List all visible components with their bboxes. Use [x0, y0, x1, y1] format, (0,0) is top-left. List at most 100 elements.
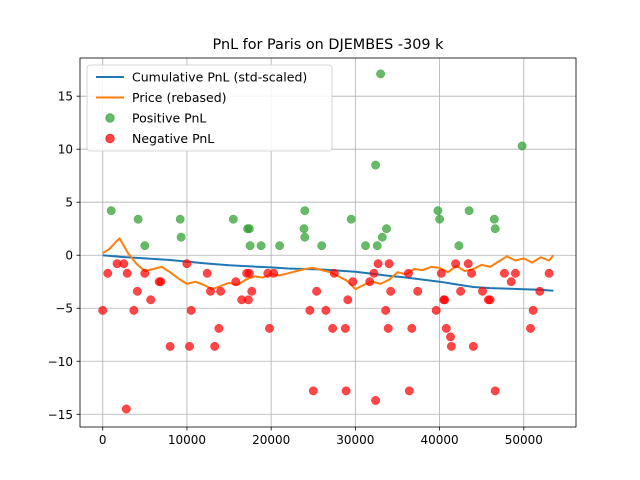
- negative-pnl-point: [121, 404, 131, 414]
- negative-pnl-point: [451, 259, 461, 269]
- negative-pnl-point: [329, 268, 339, 278]
- legend-dot-marker: [105, 133, 115, 144]
- negative-pnl-point: [132, 286, 142, 296]
- positive-pnl-point: [299, 224, 309, 234]
- negative-pnl-point: [185, 341, 194, 351]
- negative-pnl-point: [216, 286, 226, 296]
- negative-pnl-point: [404, 386, 414, 396]
- positive-pnl-point: [176, 232, 186, 242]
- positive-pnl-point: [300, 232, 310, 242]
- negative-pnl-point: [328, 323, 338, 333]
- positive-pnl-point: [377, 232, 387, 242]
- negative-pnl-point: [510, 268, 520, 278]
- negative-pnl-point: [98, 305, 108, 315]
- plot-area-frame: [79, 57, 577, 428]
- positive-pnl-point: [346, 214, 356, 224]
- negative-pnl-point: [371, 396, 381, 405]
- x-tick-label: 0: [99, 433, 107, 447]
- negative-pnl-point: [407, 323, 417, 333]
- negative-pnl-point: [413, 286, 423, 296]
- negative-pnl-point: [440, 295, 450, 305]
- positive-pnl-point: [245, 241, 255, 251]
- positive-pnl-point: [435, 214, 445, 224]
- negative-pnl-point: [321, 305, 331, 315]
- negative-pnl-point: [499, 268, 509, 278]
- negative-pnl-point: [446, 341, 456, 351]
- x-tick-label: 20000: [252, 433, 290, 447]
- negative-pnl-point: [369, 268, 379, 278]
- negative-pnl-point: [373, 259, 383, 269]
- negative-pnl-point: [214, 323, 224, 333]
- positive-pnl-point: [464, 206, 474, 216]
- legend-label: Negative PnL: [132, 131, 214, 146]
- negative-pnl-point: [468, 341, 478, 351]
- positive-pnl-point: [517, 141, 527, 151]
- positive-pnl-point: [256, 241, 266, 251]
- negative-pnl-point: [140, 268, 150, 278]
- negative-pnl-point: [308, 386, 318, 396]
- negative-pnl-point: [129, 305, 139, 315]
- axis-ticks: 0 10000 20000 30000 40000 50000 −15 −10 −5 0 5 10 15: [48, 90, 543, 447]
- legend-label: Price (rebased): [132, 90, 227, 105]
- legend-dot-marker: [105, 113, 115, 123]
- negative-pnl-point: [206, 286, 215, 296]
- y-tick-label: −10: [48, 355, 73, 369]
- negative-pnl-point: [348, 277, 358, 287]
- negative-pnl-point: [312, 286, 322, 296]
- negative-pnl-point: [202, 268, 212, 278]
- negative-pnl-point: [446, 332, 455, 342]
- negative-pnl-point: [156, 277, 166, 287]
- y-tick-label: 0: [65, 249, 73, 263]
- negative-pnl-point: [526, 323, 535, 333]
- negative-pnl-point: [103, 268, 113, 278]
- plot-data: [98, 69, 555, 414]
- negative-pnl-point: [343, 295, 353, 305]
- positive-pnl-point: [140, 241, 150, 251]
- negative-pnl-point: [467, 268, 477, 278]
- positive-pnl-point: [244, 224, 254, 234]
- y-tick-label: 15: [58, 90, 73, 104]
- positive-pnl-point: [382, 224, 391, 234]
- positive-pnl-point: [300, 206, 310, 216]
- negative-pnl-point: [165, 341, 175, 351]
- positive-pnl-point: [454, 241, 464, 251]
- positive-pnl-point: [490, 224, 500, 234]
- negative-pnl-point: [340, 323, 350, 333]
- x-tick-label: 50000: [505, 433, 543, 447]
- negative-pnl-point: [381, 305, 391, 315]
- negative-pnl-point: [490, 386, 500, 396]
- y-tick-label: 5: [65, 196, 73, 210]
- y-tick-label: 10: [58, 143, 73, 157]
- negative-pnl-point: [247, 286, 257, 296]
- chart-title: PnL for Paris on DJEMBES -309 k: [213, 37, 445, 53]
- negative-pnl-point: [431, 305, 441, 315]
- negative-pnl-point: [544, 268, 554, 278]
- legend: Cumulative PnL (std-scaled) Price (rebase…: [86, 64, 333, 152]
- negative-pnl-point: [341, 386, 351, 396]
- positive-pnl-point: [376, 69, 386, 79]
- negative-pnl-point: [269, 268, 279, 278]
- legend-label: Cumulative PnL (std-scaled): [132, 70, 307, 85]
- positive-pnl-point: [133, 214, 143, 224]
- positive-pnl-point: [106, 206, 116, 216]
- negative-pnl-point: [478, 286, 487, 296]
- legend-box: [86, 64, 333, 152]
- y-tick-label: −15: [48, 408, 73, 422]
- negative-pnl-point: [403, 268, 413, 278]
- price-line: [102, 237, 555, 291]
- negative-pnl-point: [119, 259, 129, 269]
- positive-pnl-point: [371, 160, 381, 170]
- negative-pnl-point: [146, 295, 156, 305]
- negative-pnl-point: [265, 323, 274, 333]
- negative-pnl-point: [210, 341, 220, 351]
- negative-pnl-point: [436, 268, 446, 278]
- negative-pnl-point: [384, 259, 394, 269]
- legend-label: Positive PnL: [132, 111, 206, 126]
- negative-pnl-point: [231, 277, 241, 287]
- negative-pnl-point: [122, 268, 132, 278]
- negative-pnl-point: [485, 295, 495, 305]
- x-tick-label: 40000: [420, 433, 458, 447]
- negative-pnl-point: [305, 305, 315, 315]
- negative-pnl-point: [243, 295, 253, 305]
